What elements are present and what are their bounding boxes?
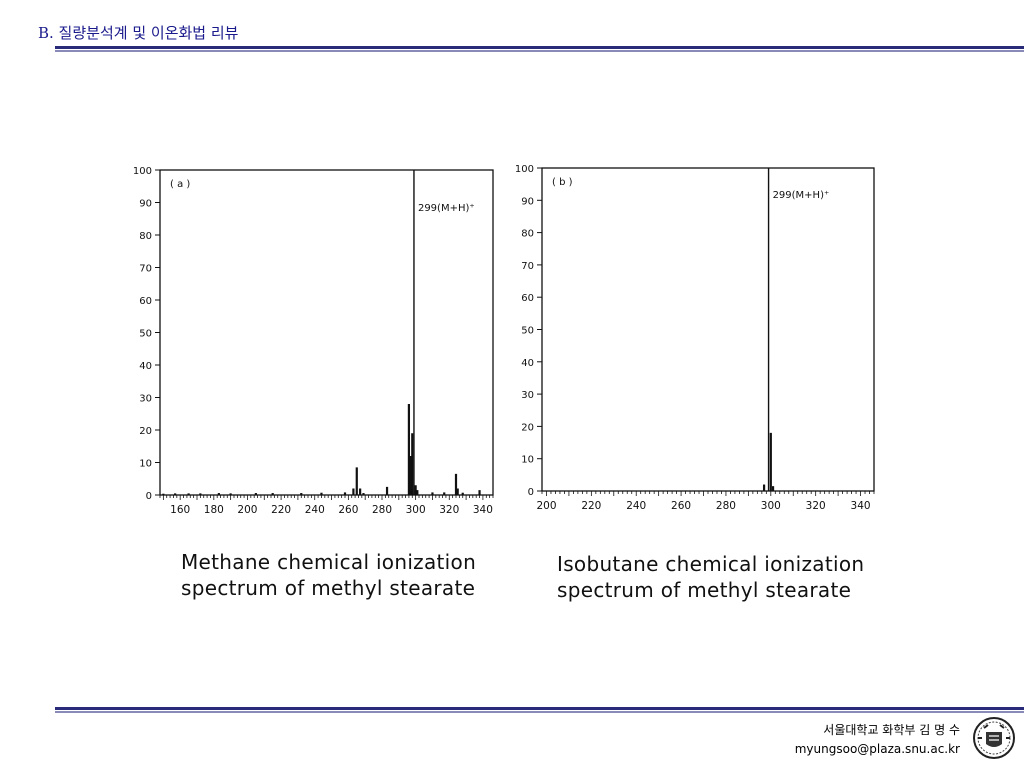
spectrum-bar bbox=[443, 492, 446, 495]
spectrum-bar bbox=[414, 485, 417, 495]
y-tick-label: 10 bbox=[521, 455, 534, 466]
footer-credit: 서울대학교 화학부 김 명 수 myungsoo@plaza.snu.ac.kr bbox=[795, 721, 960, 759]
footer-email: myungsoo@plaza.snu.ac.kr bbox=[794, 742, 960, 756]
caption-b-line1: Isobutane chemical ionization bbox=[557, 552, 865, 576]
caption-a-line2: spectrum of methyl stearate bbox=[181, 576, 476, 600]
spectrum-bar bbox=[217, 493, 220, 495]
y-tick-label: 20 bbox=[521, 422, 534, 433]
peak-annotation: 299(M+H)⁺ bbox=[773, 190, 830, 201]
spectrum-bar bbox=[771, 486, 775, 491]
x-tick-label: 280 bbox=[372, 504, 392, 516]
x-tick-label: 200 bbox=[536, 500, 556, 512]
header-rule bbox=[55, 46, 1024, 49]
y-tick-label: 40 bbox=[521, 358, 534, 369]
spectrum-bar bbox=[359, 488, 362, 495]
footer-affiliation: 서울대학교 화학부 김 명 수 bbox=[823, 723, 960, 737]
x-tick-label: 280 bbox=[716, 500, 736, 512]
spectrum-bar bbox=[229, 493, 232, 495]
chart-b-svg: 0 10 20 30 40 50 60 70 80 90 100 200 220 240 260 280 300… bbox=[515, 164, 875, 512]
spectrum-bar bbox=[413, 170, 415, 495]
spectrum-bar bbox=[199, 493, 202, 495]
header-rule-shadow bbox=[55, 50, 1024, 52]
y-tick-label: 70 bbox=[521, 261, 534, 272]
x-tick-label: 160 bbox=[170, 504, 190, 516]
y-tick-label: 100 bbox=[515, 164, 534, 175]
spectrum-bar bbox=[162, 493, 165, 495]
x-tick-label: 320 bbox=[806, 500, 826, 512]
spectrum-bar bbox=[300, 493, 303, 495]
caption-methane: Methane chemical ionization spectrum of … bbox=[181, 549, 511, 601]
slide-title: B. 질량분석계 및 이온화법 리뷰 bbox=[38, 24, 239, 42]
spectrum-bar bbox=[352, 488, 355, 495]
spectrum-bar bbox=[409, 456, 412, 495]
y-tick-label: 20 bbox=[139, 426, 152, 437]
spectrum-bar bbox=[411, 433, 414, 495]
caption-a-line1: Methane chemical ionization bbox=[181, 550, 477, 574]
spectrum-bar bbox=[478, 490, 481, 495]
panel-label: ( a ) bbox=[170, 179, 190, 190]
plot-frame bbox=[159, 169, 494, 496]
footer-rule bbox=[55, 707, 1024, 710]
peak-annotation: 299(M+H)⁺ bbox=[418, 203, 475, 214]
y-tick-label: 0 bbox=[528, 487, 534, 498]
y-tick-label: 60 bbox=[521, 293, 534, 304]
chart-isobutane-ci: 0 10 20 30 40 50 60 70 80 90 100 200 220 240 260 280 300… bbox=[505, 155, 900, 525]
spectrum-bar bbox=[461, 492, 464, 495]
spectrum-bar bbox=[385, 486, 389, 495]
y-tick-label: 60 bbox=[139, 296, 152, 307]
chart-a-svg: 0 10 20 30 40 50 60 70 80 90 100 160 180 200 220 240 260… bbox=[133, 166, 494, 516]
spectrum-bar bbox=[343, 492, 347, 495]
x-tick-label: 260 bbox=[338, 504, 358, 516]
spectrum-bar bbox=[431, 492, 434, 495]
y-tick-label: 0 bbox=[146, 491, 152, 502]
y-tick-label: 100 bbox=[133, 166, 152, 177]
x-tick-label: 220 bbox=[271, 504, 291, 516]
y-tick-label: 80 bbox=[139, 231, 152, 242]
x-tick-label: 300 bbox=[761, 500, 781, 512]
y-tick-label: 40 bbox=[139, 361, 152, 372]
y-tick-label: 50 bbox=[139, 329, 152, 340]
spectrum-bar bbox=[762, 484, 766, 491]
x-tick-label: 340 bbox=[473, 504, 493, 516]
y-tick-label: 10 bbox=[139, 459, 152, 470]
x-tick-label: 220 bbox=[581, 500, 601, 512]
caption-isobutane: Isobutane chemical ionization spectrum o… bbox=[557, 551, 897, 603]
chart-methane-ci: 0 10 20 30 40 50 60 70 80 90 100 160 180 200 220 240 260… bbox=[110, 155, 510, 525]
x-tick-label: 240 bbox=[626, 500, 646, 512]
spectrum-bar bbox=[454, 473, 458, 495]
y-tick-label: 50 bbox=[521, 326, 534, 337]
spectrum-bar bbox=[456, 488, 459, 495]
plot-frame bbox=[541, 167, 875, 492]
x-tick-label: 240 bbox=[305, 504, 325, 516]
spectrum-bar bbox=[362, 493, 365, 495]
y-tick-label: 30 bbox=[139, 394, 152, 405]
caption-b-line2: spectrum of methyl stearate bbox=[557, 578, 852, 602]
spectrum-bar bbox=[271, 493, 274, 495]
spectrum-bar bbox=[320, 492, 323, 495]
x-tick-label: 180 bbox=[204, 504, 224, 516]
spectrum-bar bbox=[254, 493, 257, 495]
x-tick-label: 200 bbox=[237, 504, 257, 516]
y-tick-label: 30 bbox=[521, 390, 534, 401]
y-tick-label: 90 bbox=[521, 196, 534, 207]
spectrum-bar bbox=[767, 168, 770, 491]
spectrum-bar bbox=[174, 493, 177, 495]
y-tick-label: 90 bbox=[139, 199, 152, 210]
spectrum-bar bbox=[187, 493, 190, 495]
y-tick-label: 70 bbox=[139, 264, 152, 275]
y-tick-label: 80 bbox=[521, 229, 534, 240]
x-tick-label: 300 bbox=[406, 504, 426, 516]
spectrum-bar bbox=[769, 432, 772, 491]
spectrum-bar bbox=[407, 404, 411, 495]
x-tick-label: 320 bbox=[439, 504, 459, 516]
x-tick-label: 340 bbox=[851, 500, 871, 512]
footer-rule-shadow bbox=[55, 711, 1024, 713]
university-seal-icon bbox=[973, 717, 1015, 759]
x-tick-label: 260 bbox=[671, 500, 691, 512]
spectrum-bar bbox=[355, 467, 358, 495]
panel-label: ( b ) bbox=[552, 177, 573, 188]
spectrum-bar bbox=[416, 490, 419, 495]
